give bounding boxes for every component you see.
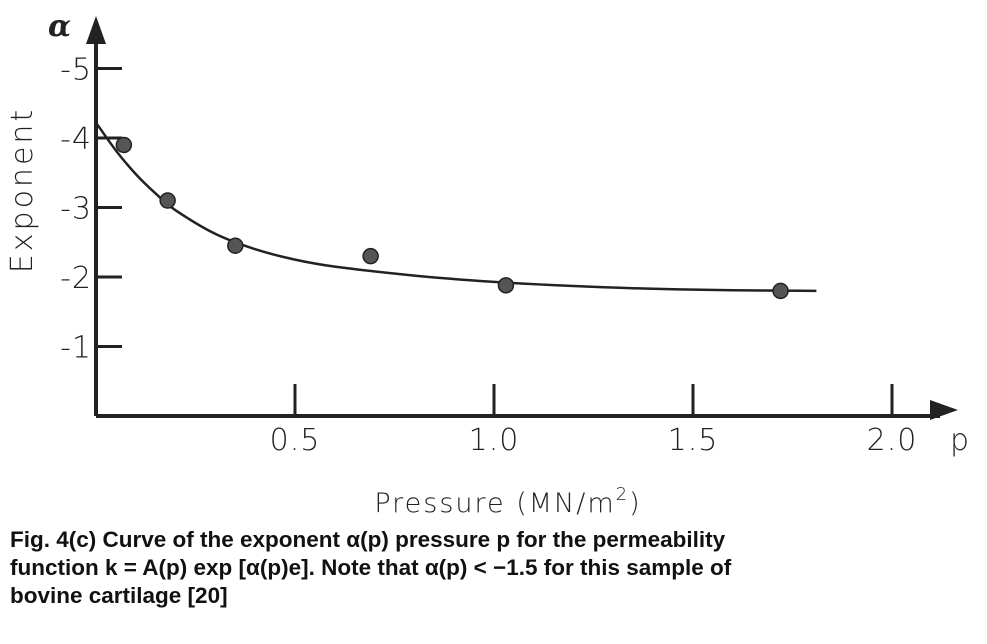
x-axis-arrow (930, 400, 958, 420)
x-tick-label-4: 2.0 (867, 423, 918, 458)
y-axis-title: Exponent (5, 107, 40, 273)
caption-line-2: function k = A(p) exp [α(p)e]. Note that… (10, 555, 732, 580)
figure-caption: Fig. 4(c) Curve of the exponent α(p) pre… (10, 526, 980, 610)
x-axis-title: Pressure (MN/m2) (374, 484, 641, 519)
x-tick-label-2: 1.0 (469, 423, 520, 458)
data-point-2 (159, 192, 176, 209)
data-point-5 (497, 277, 515, 294)
data-point-3 (227, 237, 244, 254)
x-ticks: 0.5 1.0 1.5 2.0 (270, 384, 918, 458)
y-tick-label-3: -3 (60, 192, 92, 227)
data-point-4 (362, 247, 379, 265)
y-axis-letter: α (48, 9, 71, 44)
x-axis-title-end: ) (629, 488, 642, 519)
data-point-1 (115, 136, 133, 154)
x-axis-letter: p (950, 423, 969, 458)
x-axis-title-main: Pressure (MN/m (374, 488, 615, 519)
x-tick-label-1: 0.5 (270, 423, 321, 458)
caption-line-1: Fig. 4(c) Curve of the exponent α(p) pre… (10, 527, 726, 552)
x-tick-label-3: 1.5 (668, 423, 719, 458)
x-axis-title-sup: 2 (616, 484, 629, 505)
fit-curve (94, 121, 817, 293)
axes (86, 16, 958, 420)
chart: -1 -2 -3 -4 -5 0.5 1.0 1.5 2.0 α p Exponent Pre… (5, 9, 969, 519)
y-tick-label-4: -4 (60, 122, 92, 157)
y-tick-label-5: -5 (60, 53, 92, 88)
y-tick-label-1: -1 (60, 331, 92, 366)
y-axis-arrow (86, 16, 106, 44)
data-point-6 (772, 282, 789, 300)
caption-line-3: bovine cartilage [20] (10, 583, 228, 608)
y-ticks: -1 -2 -3 -4 -5 (60, 53, 122, 366)
data-points (115, 136, 789, 300)
y-tick-label-2: -2 (60, 261, 92, 296)
